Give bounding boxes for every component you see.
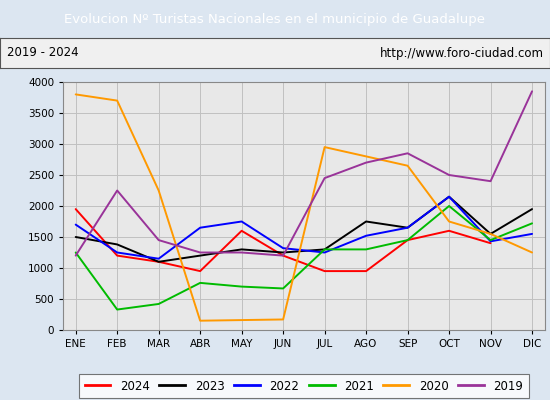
- Text: 2019 - 2024: 2019 - 2024: [7, 46, 78, 60]
- Text: http://www.foro-ciudad.com: http://www.foro-ciudad.com: [379, 46, 543, 60]
- Legend: 2024, 2023, 2022, 2021, 2020, 2019: 2024, 2023, 2022, 2021, 2020, 2019: [79, 374, 529, 398]
- Text: Evolucion Nº Turistas Nacionales en el municipio de Guadalupe: Evolucion Nº Turistas Nacionales en el m…: [64, 12, 486, 26]
